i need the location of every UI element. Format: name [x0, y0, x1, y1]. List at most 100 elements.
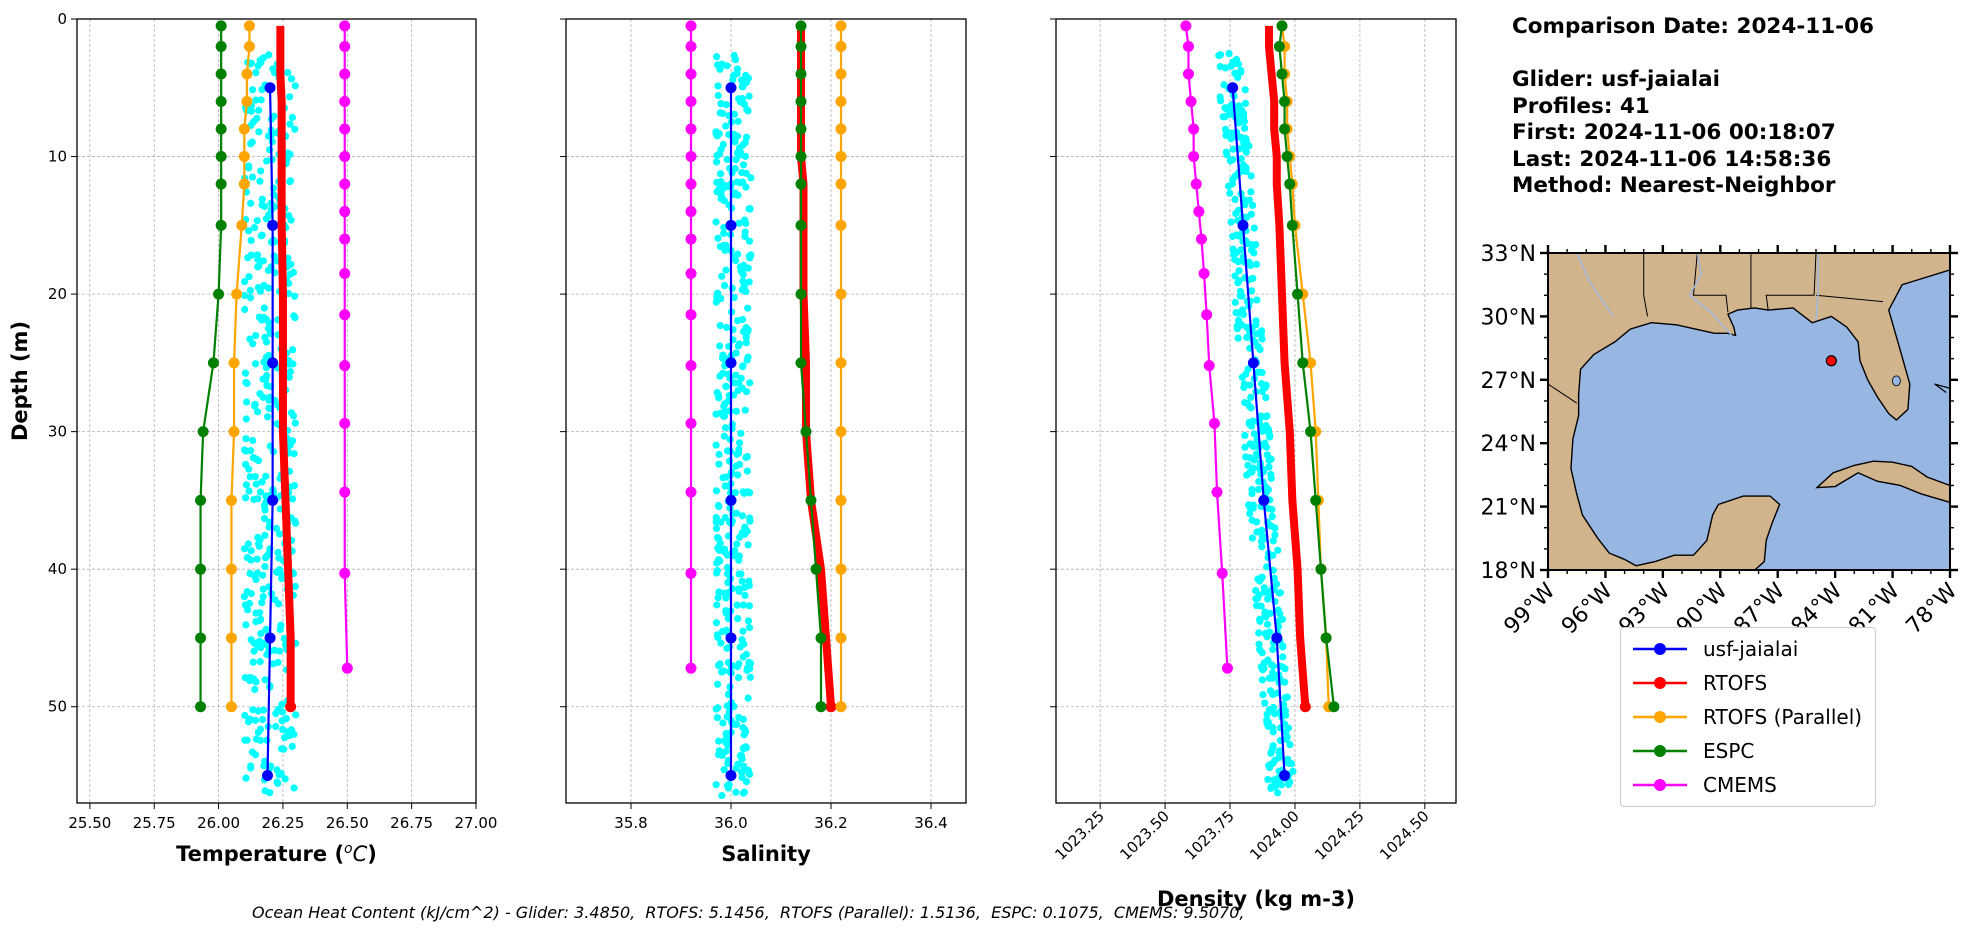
raw-point: [1282, 735, 1290, 744]
data-point: [1279, 96, 1291, 108]
raw-point: [243, 736, 251, 744]
raw-point: [1252, 450, 1261, 458]
raw-point: [723, 447, 732, 455]
raw-point: [285, 373, 293, 381]
data-point: [339, 206, 351, 218]
raw-point: [713, 293, 721, 301]
raw-point: [258, 478, 266, 486]
raw-point: [734, 117, 742, 125]
lat-label: 27°N: [1481, 369, 1536, 394]
series-line: [343, 25, 349, 669]
raw-point: [732, 349, 740, 357]
raw-point: [1257, 327, 1266, 335]
raw-point: [745, 205, 753, 213]
data-point: [685, 178, 697, 190]
raw-point: [716, 660, 724, 668]
raw-point: [736, 263, 744, 271]
data-point: [195, 494, 207, 506]
mainland: [1548, 253, 1950, 570]
raw-point: [254, 283, 262, 292]
raw-point: [250, 647, 258, 655]
data-point: [835, 219, 847, 231]
data-point: [835, 123, 847, 135]
raw-point: [1267, 749, 1275, 757]
raw-point: [1233, 248, 1241, 257]
data-point: [795, 219, 807, 231]
x-tick-label: 26.75: [390, 814, 433, 832]
raw-point: [713, 631, 721, 639]
river: [1576, 253, 1614, 317]
raw-point: [261, 531, 269, 539]
raw-point: [286, 177, 295, 185]
raw-point: [744, 766, 752, 775]
raw-point: [742, 78, 751, 86]
raw-point: [290, 312, 298, 320]
raw-point: [259, 706, 268, 714]
raw-point: [745, 623, 754, 632]
raw-point: [716, 409, 725, 417]
raw-point: [737, 570, 745, 578]
data-point: [225, 494, 237, 506]
x-tick-label: 36.0: [714, 814, 747, 832]
raw-point: [264, 266, 273, 274]
raw-point: [1263, 620, 1272, 628]
comparison-info: Comparison Date: 2024-11-06 Glider: usf-…: [1512, 14, 1874, 200]
raw-point: [721, 513, 729, 522]
raw-point: [1216, 62, 1224, 71]
raw-point: [249, 675, 258, 683]
raw-point: [1265, 456, 1273, 465]
data-point: [1258, 494, 1270, 506]
raw-point: [1231, 172, 1239, 180]
raw-point: [249, 86, 257, 94]
raw-point: [1284, 724, 1293, 732]
raw-point: [735, 556, 743, 564]
data-point: [685, 96, 697, 108]
data-point: [195, 701, 207, 713]
raw-point: [738, 168, 746, 177]
raw-point: [1254, 342, 1262, 351]
raw-point: [740, 788, 748, 796]
raw-point: [291, 517, 299, 525]
raw-point: [1274, 546, 1282, 554]
data-point: [213, 288, 225, 300]
glider-raw-points: [240, 51, 300, 797]
state-border: [1548, 383, 1577, 404]
raw-point: [258, 231, 266, 239]
raw-point: [716, 170, 725, 178]
raw-point: [732, 371, 740, 379]
lon-label: 96°W: [1557, 578, 1618, 639]
raw-point: [1279, 643, 1287, 651]
raw-point: [732, 256, 740, 265]
raw-point: [247, 107, 255, 115]
raw-point: [261, 554, 270, 562]
axes-frame: [76, 18, 477, 804]
data-point: [264, 632, 276, 644]
raw-point: [1252, 601, 1261, 610]
data-point: [339, 123, 351, 135]
raw-point: [248, 138, 256, 146]
raw-point: [1269, 669, 1277, 677]
raw-point: [288, 346, 297, 354]
data-point: [795, 68, 807, 80]
raw-point: [739, 653, 747, 661]
raw-point: [1237, 133, 1245, 141]
raw-point: [1238, 306, 1247, 314]
series-usf-jaialai: [261, 82, 279, 781]
raw-point: [258, 86, 266, 94]
raw-point: [717, 177, 725, 186]
raw-point: [292, 711, 300, 719]
data-point: [815, 632, 827, 644]
raw-point: [1261, 608, 1269, 616]
raw-point: [1255, 591, 1263, 599]
raw-point: [724, 589, 732, 597]
raw-point: [1271, 524, 1279, 532]
data-point: [339, 360, 351, 372]
glider-location-marker: [1825, 355, 1837, 367]
raw-point: [251, 751, 260, 759]
raw-point: [712, 524, 721, 533]
data-point: [685, 233, 697, 245]
raw-point: [245, 162, 253, 170]
raw-point: [263, 736, 271, 744]
data-point: [1281, 151, 1293, 163]
data-point: [339, 178, 351, 190]
